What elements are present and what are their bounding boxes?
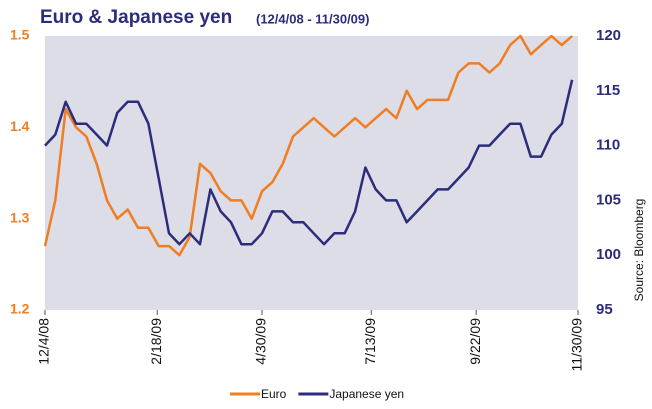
y2-tick-label: 115 [596, 82, 620, 99]
series-line [44, 79, 574, 246]
x-tick-label: 9/22/09 [467, 318, 483, 365]
y2-tick-label: 110 [596, 137, 620, 154]
legend-label: Euro [261, 387, 287, 401]
y-tick-label: 1.4 [10, 118, 30, 134]
legend-label: Japanese yen [329, 387, 404, 401]
x-tick-label: 7/13/09 [362, 318, 378, 365]
source: Source: Bloomberg [632, 199, 646, 302]
chart-subtitle: (12/4/08 - 11/30/09) [256, 11, 369, 26]
y-tick-label: 1.2 [10, 301, 30, 317]
y-tick-label: 1.5 [10, 27, 30, 43]
y-tick-label: 1.3 [10, 209, 30, 225]
y2-tick-label: 95 [596, 301, 613, 318]
plot-area [45, 36, 578, 310]
chart-title: Euro & Japanese yen [40, 7, 232, 28]
x-tick-label: 12/4/08 [36, 318, 52, 365]
y2-tick-label: 120 [596, 27, 621, 44]
series-line [43, 34, 573, 257]
y2-tick-label: 100 [596, 246, 621, 263]
x-tick-label: 11/30/09 [569, 318, 585, 372]
x-tick-label: 4/30/09 [253, 318, 269, 365]
y2-tick-label: 105 [596, 191, 621, 208]
x-tick-label: 2/18/09 [148, 318, 164, 365]
